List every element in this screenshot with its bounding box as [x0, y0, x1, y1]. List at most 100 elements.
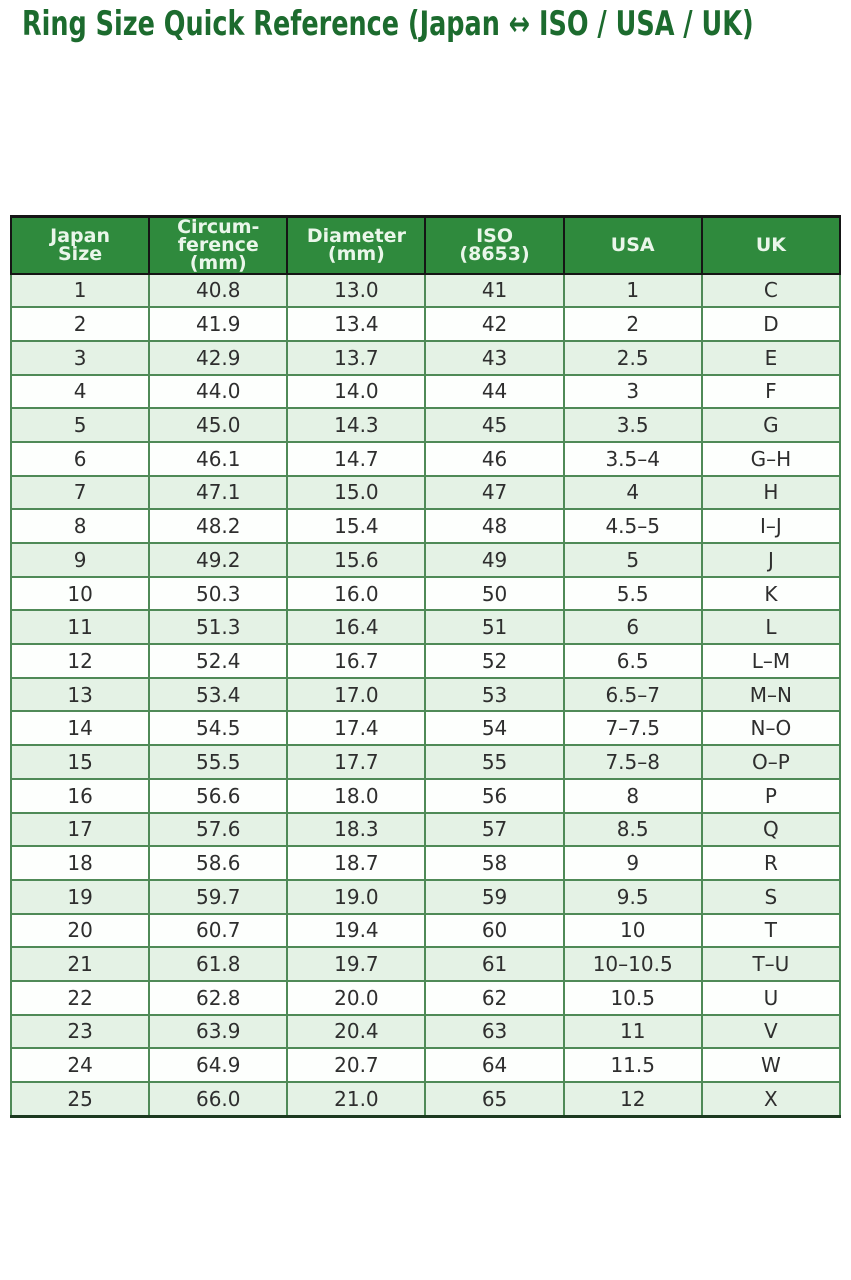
cell-usa: 6 — [562, 609, 703, 646]
cell-uk: K — [700, 575, 842, 612]
cell-iso-8653: 48 — [424, 508, 565, 544]
table-row: 14 54.5 17.4 54 7–7.5 N–O — [9, 710, 842, 747]
cell-diameter-mm: 19.4 — [286, 912, 427, 949]
cell-iso-8653: 54 — [424, 710, 565, 747]
cell-japan-size: 19 — [9, 878, 151, 915]
column-header-uk: UK — [700, 215, 842, 275]
cell-japan-size: 16 — [9, 777, 151, 814]
cell-usa: 10–10.5 — [562, 946, 703, 982]
cell-japan-size: 1 — [9, 272, 151, 309]
cell-circumference-mm: 46.1 — [148, 440, 289, 477]
cell-iso-8653: 51 — [424, 609, 565, 646]
cell-diameter-mm: 16.4 — [286, 609, 427, 646]
cell-circumference-mm: 58.6 — [148, 845, 289, 881]
cell-usa: 7.5–8 — [562, 744, 703, 780]
cell-circumference-mm: 61.8 — [148, 946, 289, 982]
cell-iso-8653: 50 — [424, 575, 565, 612]
cell-iso-8653: 49 — [424, 542, 565, 578]
cell-japan-size: 17 — [9, 811, 151, 848]
cell-iso-8653: 56 — [424, 777, 565, 814]
table-row: 21 61.8 19.7 61 10–10.5 T–U — [9, 946, 842, 982]
cell-uk: C — [700, 272, 842, 309]
cell-iso-8653: 65 — [424, 1081, 565, 1118]
table-row: 17 57.6 18.3 57 8.5 Q — [9, 811, 842, 848]
cell-iso-8653: 58 — [424, 845, 565, 881]
cell-usa: 8.5 — [562, 811, 703, 848]
table-row: 4 44.0 14.0 44 3 F — [9, 373, 842, 410]
cell-usa: 4 — [562, 474, 703, 511]
cell-japan-size: 21 — [9, 946, 151, 982]
cell-circumference-mm: 66.0 — [148, 1081, 289, 1118]
cell-uk: L–M — [700, 643, 842, 679]
cell-uk: T–U — [700, 946, 842, 982]
cell-usa: 3 — [562, 373, 703, 410]
table-row: 12 52.4 16.7 52 6.5 L–M — [9, 643, 842, 679]
cell-uk: V — [700, 1013, 842, 1050]
table-row: 23 63.9 20.4 63 11 V — [9, 1013, 842, 1050]
cell-iso-8653: 47 — [424, 474, 565, 511]
cell-uk: M–N — [700, 676, 842, 713]
page-title: Ring Size Quick Reference (Japan ↔ ISO /… — [22, 4, 754, 44]
cell-japan-size: 7 — [9, 474, 151, 511]
cell-japan-size: 3 — [9, 339, 151, 376]
cell-usa: 9 — [562, 845, 703, 881]
table-row: 24 64.9 20.7 64 11.5 W — [9, 1047, 842, 1083]
cell-japan-size: 23 — [9, 1013, 151, 1050]
cell-japan-size: 25 — [9, 1081, 151, 1118]
cell-usa: 11 — [562, 1013, 703, 1050]
cell-iso-8653: 55 — [424, 744, 565, 780]
cell-circumference-mm: 53.4 — [148, 676, 289, 713]
cell-diameter-mm: 13.4 — [286, 306, 427, 342]
cell-circumference-mm: 41.9 — [148, 306, 289, 342]
cell-diameter-mm: 14.0 — [286, 373, 427, 410]
table-row: 18 58.6 18.7 58 9 R — [9, 845, 842, 881]
cell-usa: 2 — [562, 306, 703, 342]
cell-japan-size: 11 — [9, 609, 151, 646]
cell-circumference-mm: 52.4 — [148, 643, 289, 679]
cell-japan-size: 9 — [9, 542, 151, 578]
column-header-usa: USA — [562, 215, 703, 275]
cell-usa: 5.5 — [562, 575, 703, 612]
cell-circumference-mm: 51.3 — [148, 609, 289, 646]
cell-iso-8653: 42 — [424, 306, 565, 342]
cell-japan-size: 20 — [9, 912, 151, 949]
cell-iso-8653: 53 — [424, 676, 565, 713]
column-header-circumference-mm: Circum- ference (mm) — [148, 215, 289, 275]
cell-uk: U — [700, 979, 842, 1016]
cell-japan-size: 12 — [9, 643, 151, 679]
table-row: 9 49.2 15.6 49 5 J — [9, 542, 842, 578]
cell-uk: X — [700, 1081, 842, 1118]
table-row: 11 51.3 16.4 51 6 L — [9, 609, 842, 646]
cell-iso-8653: 60 — [424, 912, 565, 949]
cell-iso-8653: 57 — [424, 811, 565, 848]
cell-circumference-mm: 62.8 — [148, 979, 289, 1016]
cell-usa: 4.5–5 — [562, 508, 703, 544]
table-header: Japan Size Circum- ference (mm) Diameter (… — [9, 215, 842, 275]
cell-uk: Q — [700, 811, 842, 848]
cell-circumference-mm: 55.5 — [148, 744, 289, 780]
cell-japan-size: 6 — [9, 440, 151, 477]
cell-diameter-mm: 14.7 — [286, 440, 427, 477]
cell-usa: 3.5–4 — [562, 440, 703, 477]
cell-uk: I–J — [700, 508, 842, 544]
cell-japan-size: 18 — [9, 845, 151, 881]
cell-iso-8653: 64 — [424, 1047, 565, 1083]
cell-iso-8653: 45 — [424, 407, 565, 443]
table-row: 25 66.0 21.0 65 12 X — [9, 1081, 842, 1118]
cell-usa: 5 — [562, 542, 703, 578]
cell-usa: 10.5 — [562, 979, 703, 1016]
cell-iso-8653: 41 — [424, 272, 565, 309]
cell-japan-size: 13 — [9, 676, 151, 713]
cell-diameter-mm: 18.3 — [286, 811, 427, 848]
header-row: Japan Size Circum- ference (mm) Diameter (… — [9, 215, 842, 275]
cell-uk: P — [700, 777, 842, 814]
cell-uk: T — [700, 912, 842, 949]
ring-size-table-body: 1 40.8 13.0 41 1 C 2 41.9 13.4 42 2 D 3 42.9 13.7 43 2.5… — [9, 272, 842, 1118]
table-row: 16 56.6 18.0 56 8 P — [9, 777, 842, 814]
cell-iso-8653: 59 — [424, 878, 565, 915]
cell-usa: 8 — [562, 777, 703, 814]
cell-circumference-mm: 54.5 — [148, 710, 289, 747]
column-header-japan-size: Japan Size — [9, 215, 151, 275]
cell-japan-size: 14 — [9, 710, 151, 747]
cell-circumference-mm: 50.3 — [148, 575, 289, 612]
